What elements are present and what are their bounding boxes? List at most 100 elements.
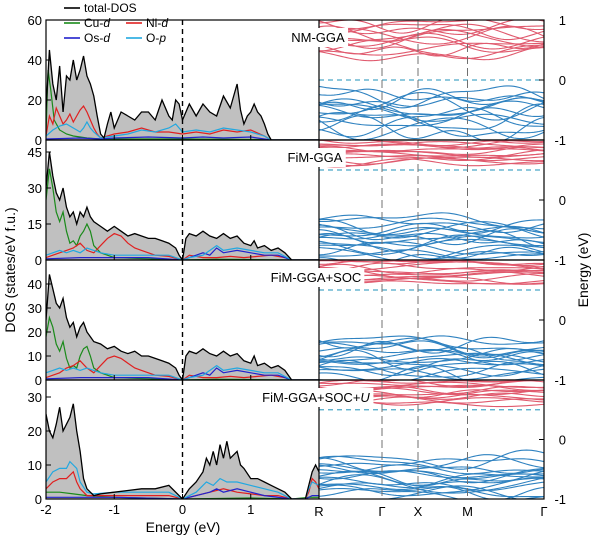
band-line: [319, 100, 544, 119]
band-y-tick-label: -1: [554, 253, 566, 268]
panel-label-italic-part: U: [360, 390, 370, 405]
band-line: [319, 140, 544, 144]
band-y-tick-label: 0: [559, 433, 566, 448]
op-dos-line: [46, 364, 319, 380]
legend-label: O-p: [146, 31, 166, 45]
y-tick-label: 15: [28, 217, 42, 232]
panel-label-text: FiM-GGA+SOC: [271, 270, 362, 285]
band-line: [319, 473, 544, 491]
band-line: [319, 263, 544, 275]
band-line: [319, 146, 544, 153]
y-tick-label: 20: [28, 93, 42, 108]
panel-2: 0 15 30 45 -1 0 FiM-GGA: [28, 139, 566, 268]
panel-label-text: FiM-GGA+SOC+U: [262, 390, 370, 405]
k-label: R: [314, 504, 323, 519]
band-line: [451, 380, 528, 383]
band-plot-1: [319, 20, 544, 140]
y-axis-label-left: DOS (states/eV f.u.): [2, 207, 18, 332]
k-label: Γ: [378, 504, 385, 519]
band-line: [319, 242, 544, 260]
band-line: [319, 156, 544, 165]
band-line: [319, 380, 544, 388]
panel-label-bg: [284, 148, 346, 167]
os-dos-line: [46, 488, 319, 499]
os-dos-line: [46, 247, 319, 260]
band-line: [319, 115, 544, 140]
band-line: [319, 149, 544, 158]
x-axis-label: Energy (eV): [146, 519, 221, 535]
band-line: [319, 20, 511, 34]
band-line: [319, 352, 544, 366]
band-line: [319, 249, 544, 260]
legend-label: Cu-d: [84, 16, 110, 30]
y-tick-label: 60: [28, 13, 42, 28]
band-line: [319, 36, 544, 53]
total-dos-line: [46, 151, 319, 260]
band-line: [319, 347, 544, 363]
panel-label-2: FiM-GGA: [284, 148, 346, 167]
band-line: [398, 260, 462, 263]
legend-label: Os-d: [84, 31, 110, 45]
y-tick-label: 0: [35, 492, 42, 507]
y-tick-label: 30: [28, 181, 42, 196]
ni-dos-line: [46, 355, 319, 380]
band-line: [319, 359, 544, 378]
band-line: [319, 42, 544, 57]
band-line: [319, 44, 544, 62]
band-line: [384, 485, 520, 499]
band-y-tick-label: -1: [554, 373, 566, 388]
panel-label-1: NM-GGA: [288, 28, 349, 47]
x-tick-label: -1: [108, 502, 120, 517]
band-line: [319, 20, 544, 35]
panel-3: 0 10 20 30 40 -1 0 FiM-GGA+SOC: [28, 259, 566, 388]
band-line: [319, 232, 544, 245]
y-tick-label: 10: [28, 458, 42, 473]
k-label: X: [414, 504, 423, 519]
y-tick-label: 40: [28, 53, 42, 68]
legend-item: Cu-d: [64, 16, 110, 30]
band-line: [319, 367, 544, 380]
band-line: [319, 103, 544, 130]
band-line: [319, 477, 544, 497]
band-line: [319, 449, 544, 470]
panel-4: 0 10 20 30 -2 -1 0 1 -1 0 FiM-GGA+SOC+U: [28, 379, 566, 517]
legend-label: Ni-d: [146, 16, 168, 30]
band-line: [319, 262, 544, 272]
legend-item: total-DOS: [64, 1, 137, 15]
legend-label: total-DOS: [84, 1, 137, 15]
y-tick-label: 30: [28, 390, 42, 405]
band-line: [319, 39, 544, 61]
y-axis-label-right: Energy (eV): [575, 233, 591, 308]
panel-label-bg: [288, 28, 349, 47]
panel-label-bg: [259, 388, 374, 407]
op-dos-line: [46, 244, 319, 260]
panel-label-4: FiM-GGA+SOC+U: [259, 388, 374, 407]
panel-label-text: NM-GGA: [291, 30, 345, 45]
panel-label-text: FiM-GGA: [288, 150, 343, 165]
op-dos-line: [46, 460, 319, 499]
total-dos-line: [46, 274, 319, 380]
x-tick-label: -2: [40, 502, 52, 517]
x-tick-label: 1: [247, 502, 254, 517]
band-line: [319, 224, 544, 246]
total-dos-line: [46, 49, 319, 140]
band-line: [319, 112, 544, 137]
band-line: [319, 103, 544, 125]
y-tick-label: 0: [35, 253, 42, 268]
band-line: [319, 141, 544, 149]
total-dos-fill: [46, 403, 319, 499]
legend-item: O-p: [126, 31, 166, 45]
y-tick-label: 20: [28, 424, 42, 439]
band-line: [319, 225, 544, 240]
dos-plot-4: [46, 403, 319, 499]
band-line: [319, 153, 544, 161]
y-tick-label: 30: [28, 301, 42, 316]
band-y-tick-label: 0: [559, 313, 566, 328]
band-line: [319, 88, 544, 111]
y-tick-label: 10: [28, 349, 42, 364]
panel-label-part: FiM-GGA+SOC+: [262, 390, 360, 405]
k-label: M: [462, 504, 473, 519]
y-tick-label: 40: [28, 277, 42, 292]
